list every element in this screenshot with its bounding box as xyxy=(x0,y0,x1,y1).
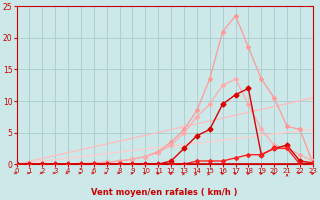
X-axis label: Vent moyen/en rafales ( km/h ): Vent moyen/en rafales ( km/h ) xyxy=(92,188,238,197)
